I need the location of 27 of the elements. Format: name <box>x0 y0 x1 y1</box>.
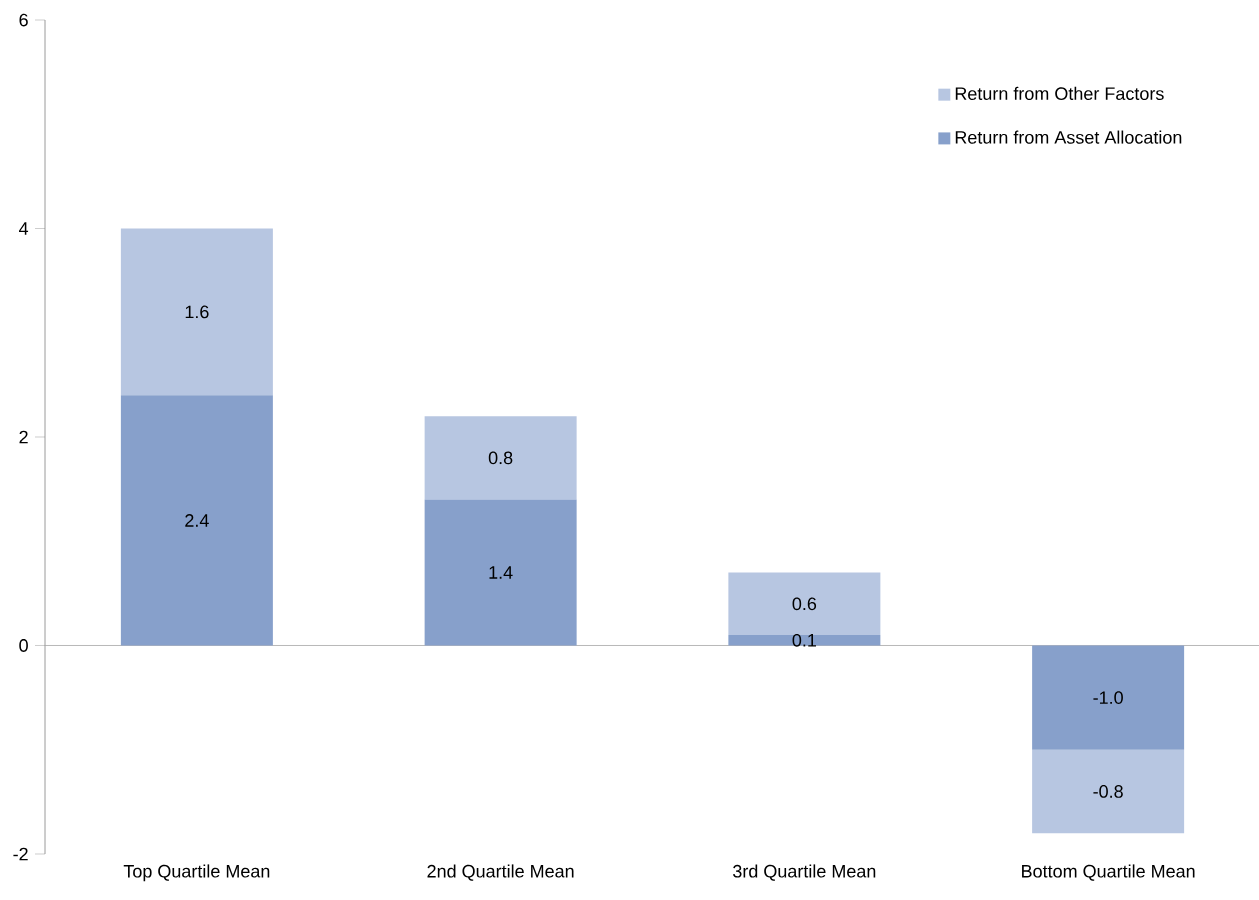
data-label: 0.6 <box>792 597 817 611</box>
x-tick-label: Bottom Quartile Mean <box>1022 864 1195 881</box>
bar <box>728 635 881 646</box>
legend-label: Return from Other Factors <box>955 86 1164 101</box>
bar <box>120 395 273 646</box>
y-tick-label: 0 <box>19 639 28 652</box>
data-label: -1.0 <box>1093 691 1123 704</box>
data-label: 2.4 <box>185 514 209 527</box>
bar <box>728 572 881 636</box>
bar <box>1032 645 1185 750</box>
x-tick-label: 2nd Quartile Mean <box>427 864 574 881</box>
data-label: 0.8 <box>488 451 513 465</box>
data-label: 1.4 <box>489 566 513 579</box>
data-label: 1.6 <box>185 305 209 319</box>
bar <box>424 499 577 646</box>
x-tick-label: Top Quartile Mean <box>123 864 270 882</box>
bar <box>1032 749 1185 834</box>
x-tick-label: 3rd Quartile Mean <box>733 864 876 881</box>
bar <box>424 416 577 500</box>
data-label: 0.1 <box>792 633 816 647</box>
bar <box>120 228 273 396</box>
legend-label: Return from Asset Allocation <box>955 130 1182 144</box>
y-tick-label: -2 <box>13 847 28 861</box>
y-tick-label: 2 <box>19 430 28 444</box>
data-label: -0.8 <box>1093 785 1123 798</box>
y-tick-label: 4 <box>19 222 29 235</box>
y-tick-label: 6 <box>19 13 28 27</box>
